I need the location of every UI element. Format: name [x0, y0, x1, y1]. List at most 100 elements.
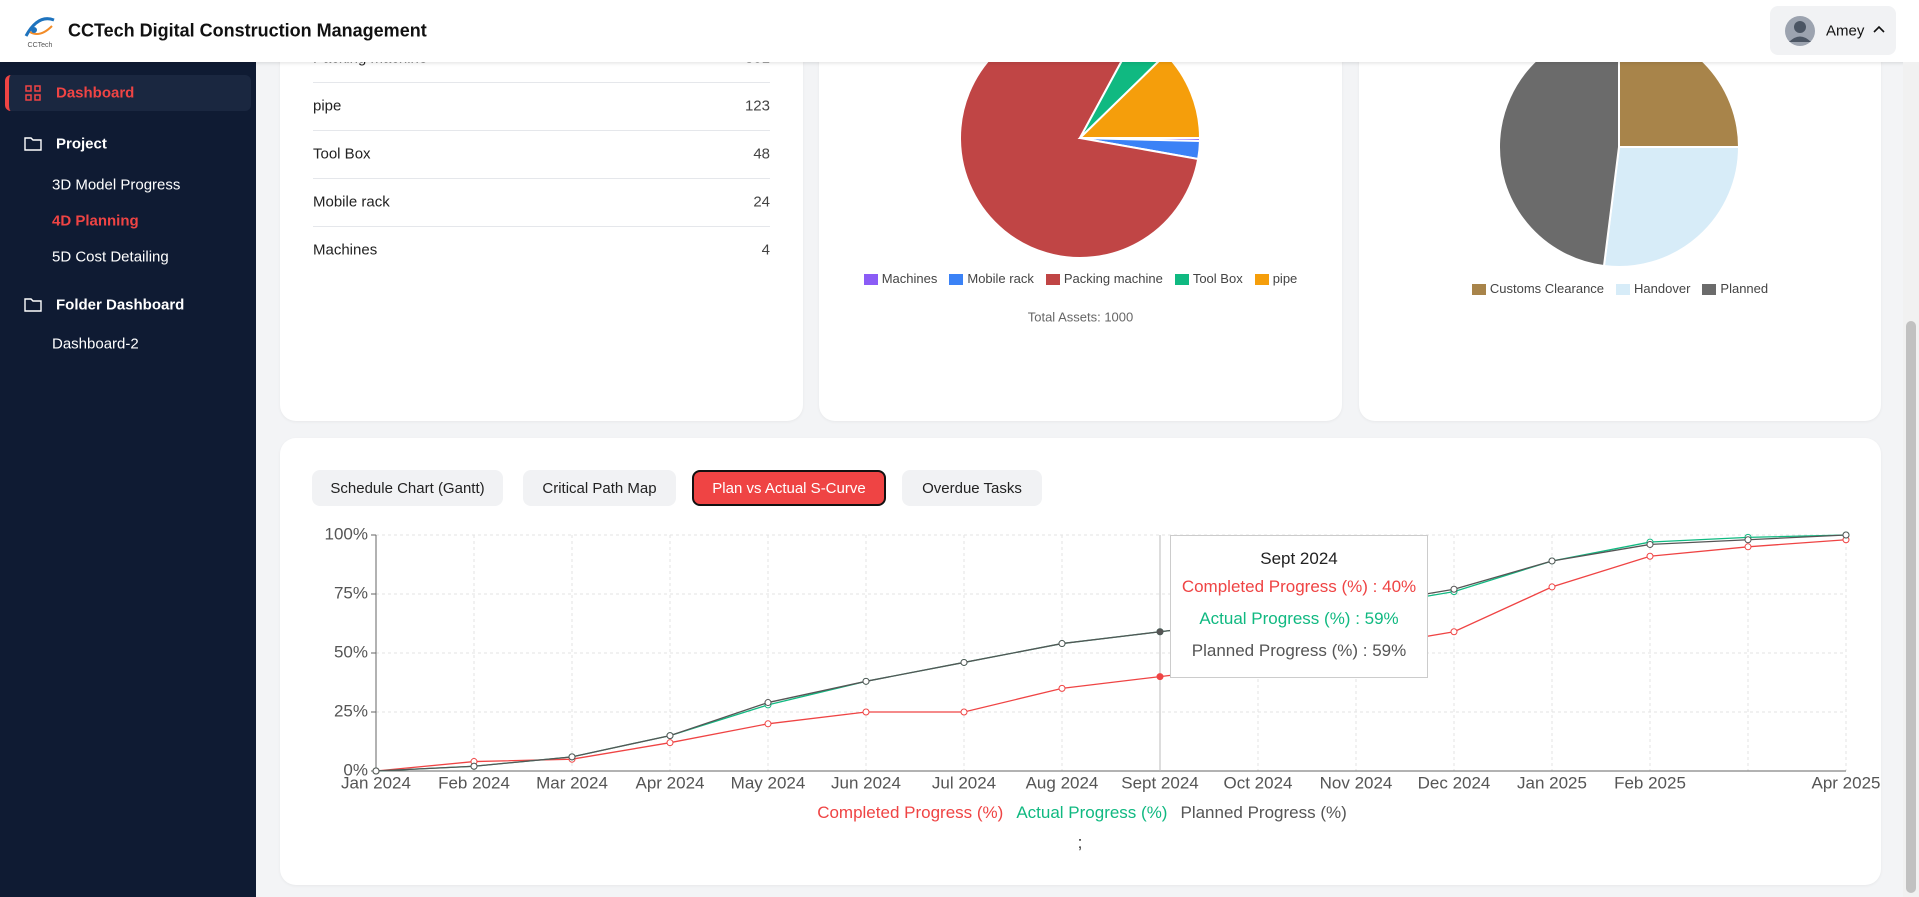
point [1548, 557, 1556, 565]
legend-swatch [1616, 283, 1631, 295]
legend-item: Completed Progress (%) [814, 803, 1003, 823]
x-tick-label: Aug 2024 [1026, 773, 1099, 792]
point [1842, 531, 1850, 539]
active-highlight [5, 75, 251, 111]
legend-item: Planned [1702, 281, 1768, 296]
user-name: Amey [1826, 22, 1865, 40]
pie-legend: Customs Clearance Handover Planned [1359, 278, 1881, 298]
point [1058, 684, 1066, 692]
pie-legend: Machines Mobile rack Packing machine Tool B… [819, 268, 1342, 288]
point [1646, 540, 1654, 548]
row-separator [313, 226, 770, 227]
row-label: Machines [313, 241, 378, 259]
point [666, 732, 674, 740]
nav-item[interactable]: 5D Cost Detailing [52, 248, 169, 266]
legend-swatch [1471, 283, 1486, 295]
legend-label: Planned [1720, 280, 1769, 296]
tab[interactable]: Schedule Chart (Gantt) [312, 470, 503, 506]
nav-item[interactable]: Project [56, 135, 107, 153]
row-separator [313, 178, 770, 179]
scroll-thumb[interactable] [1906, 321, 1916, 893]
tab[interactable]: Overdue Tasks [902, 470, 1042, 506]
chevron [1873, 25, 1885, 33]
header: CCTech CCTech Digital Construction Manag… [0, 0, 1919, 62]
point [862, 677, 870, 685]
point [960, 658, 968, 666]
point [1450, 585, 1458, 593]
x-tick-label: Dec 2024 [1418, 773, 1491, 792]
legend-label: Packing machine [1063, 270, 1163, 286]
point [764, 720, 772, 728]
legend-swatch [1174, 273, 1189, 285]
dashboard-icon [25, 85, 41, 101]
series-line [375, 539, 1847, 772]
tooltip-row: Planned Progress (%) : 59% [1191, 641, 1407, 660]
x-tick-label: Nov 2024 [1320, 773, 1393, 792]
tooltip: Sept 2024 Completed Progress (%) : 40% Ac… [1170, 535, 1428, 678]
tooltip-row: Completed Progress (%) : 40% [1181, 577, 1417, 596]
point [1744, 543, 1752, 551]
nav-item[interactable]: Dashboard-2 [52, 335, 139, 353]
tooltip-row: Actual Progress (%) : 59% [1199, 609, 1399, 628]
x-tick-label: Mar 2024 [536, 773, 608, 792]
x-tick-label: Apr 2024 [636, 773, 705, 792]
x-tick-label: Sept 2024 [1121, 773, 1199, 792]
y-tick-label: 50% [334, 642, 368, 661]
pie-slice [1498, 25, 1620, 268]
pie-note: Total Assets: 1000 [1027, 309, 1134, 325]
point [1548, 583, 1556, 591]
legend-label: Machines [881, 270, 938, 286]
legend-label: Customs Clearance [1489, 280, 1605, 296]
footnote: ; [1077, 833, 1083, 852]
tooltip-title: Sept 2024 [1260, 549, 1338, 568]
point [470, 762, 478, 770]
point [1744, 536, 1752, 544]
user-menu[interactable]: Amey [1770, 6, 1896, 55]
point [1450, 628, 1458, 636]
legend-label: Tool Box [1192, 270, 1243, 286]
legend-label: Completed Progress (%) [817, 803, 1004, 822]
nav-item[interactable]: 3D Model Progress [52, 176, 181, 194]
nav-item[interactable]: Dashboard [56, 84, 135, 102]
x-tick-label: Jan 2025 [1517, 773, 1587, 792]
x-tick-label: Feb 2025 [1614, 773, 1686, 792]
app-title: CCTech Digital Construction Management [68, 20, 427, 41]
asset-table-card [280, 10, 803, 421]
y-tick-label: 0% [343, 760, 368, 779]
x-tick-label: Oct 2024 [1224, 773, 1293, 792]
nav-item[interactable]: 4D Planning [52, 212, 139, 230]
x-tick-label: Feb 2024 [438, 773, 510, 792]
legend-swatch [1702, 283, 1717, 295]
tab[interactable]: Critical Path Map [523, 470, 676, 506]
legend-label: Actual Progress (%) [1016, 803, 1168, 822]
y-tick-label: 25% [334, 701, 368, 720]
legend-item: Customs Clearance [1471, 280, 1605, 296]
row-label: Tool Box [313, 145, 371, 163]
sidebar: Dashboard Project 3D Model Progress 4D P… [0, 62, 256, 897]
legend-label: Planned Progress (%) [1180, 803, 1347, 822]
logo-text: CCTech [28, 42, 53, 49]
point [1156, 673, 1164, 681]
point [862, 708, 870, 716]
legend-label: Handover [1634, 280, 1691, 296]
y-tick-label: 75% [334, 583, 368, 602]
row-separator [313, 82, 770, 83]
legend-item: Tool Box [1174, 270, 1243, 286]
point [764, 699, 772, 707]
line-legend: Completed Progress (%) Actual Progress (%… [280, 802, 1881, 824]
pie-slice [1602, 146, 1741, 268]
s-curve-card [280, 438, 1881, 885]
folder-icon [24, 298, 42, 312]
point [1156, 628, 1164, 636]
row-separator [313, 130, 770, 131]
legend-swatch [863, 273, 878, 285]
point [568, 753, 576, 761]
scrollbar[interactable] [1903, 62, 1919, 897]
nav-item[interactable]: Folder Dashboard [56, 296, 185, 314]
tab[interactable]: Plan vs Actual S-Curve [692, 470, 886, 506]
legend-label: Mobile rack [967, 270, 1034, 286]
legend-swatch [1045, 273, 1060, 285]
row-value: 48 [753, 145, 770, 163]
legend-swatch [949, 273, 964, 285]
